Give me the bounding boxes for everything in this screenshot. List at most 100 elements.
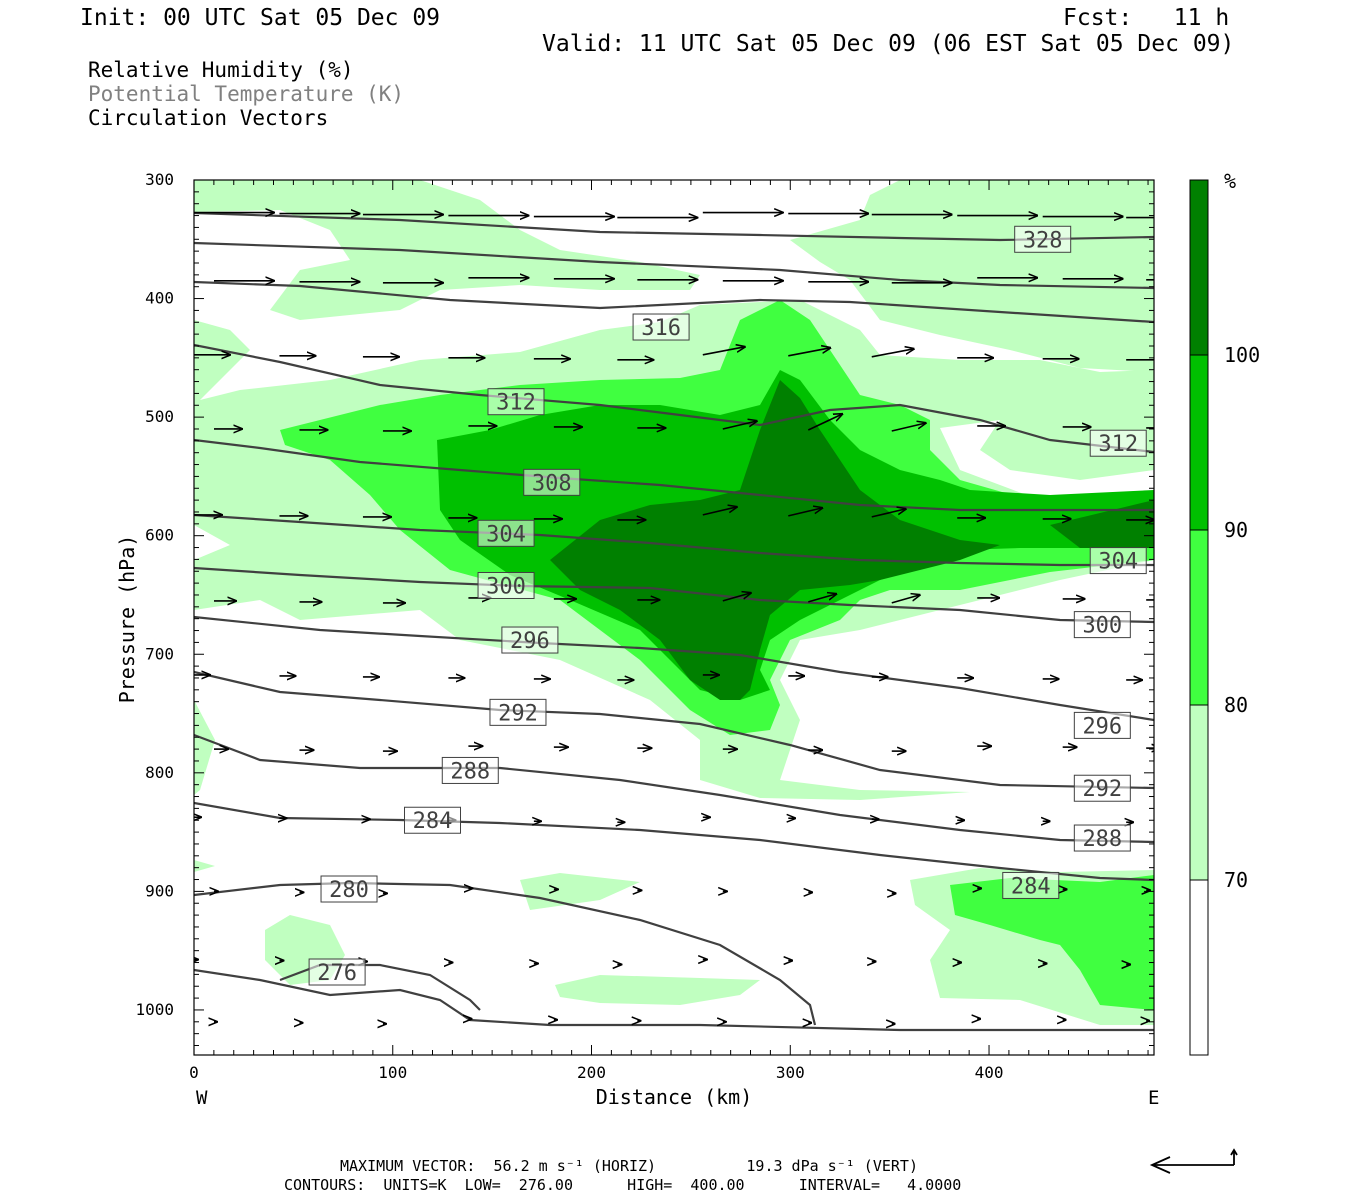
svg-text:284: 284 bbox=[1011, 874, 1051, 899]
contour-label: 296 bbox=[501, 626, 559, 654]
contour-label: 284 bbox=[1002, 871, 1060, 899]
x-tick-label: 0 bbox=[189, 1063, 199, 1082]
contour-320 bbox=[194, 280, 1154, 324]
colorbar-level-label: 80 bbox=[1224, 693, 1248, 717]
y-tick-label: 600 bbox=[145, 526, 174, 545]
svg-text:292: 292 bbox=[1082, 777, 1122, 802]
contour-324a bbox=[194, 241, 1154, 290]
circulation-vector bbox=[871, 349, 914, 358]
contour-300 bbox=[194, 615, 1154, 722]
contour-label: 312 bbox=[1089, 429, 1147, 457]
contour-label: 316 bbox=[632, 313, 690, 341]
colorbar-level-label: 70 bbox=[1224, 868, 1248, 892]
svg-text:328: 328 bbox=[1023, 228, 1063, 253]
svg-text:288: 288 bbox=[450, 759, 490, 784]
svg-text:312: 312 bbox=[1098, 432, 1138, 457]
svg-text:276: 276 bbox=[317, 961, 357, 986]
rh100-region-main bbox=[550, 380, 1000, 700]
circulation-vector bbox=[722, 593, 751, 602]
colorbar-level-label: 100 bbox=[1224, 343, 1260, 367]
plot-frame bbox=[193, 179, 1155, 1056]
x-tick-label: 400 bbox=[975, 1063, 1004, 1082]
init-time: Init: 00 UTC Sat 05 Dec 09 bbox=[80, 5, 441, 31]
rh70-region-upper-left bbox=[194, 180, 700, 320]
x-axis-title: Distance (km) bbox=[596, 1085, 753, 1109]
contour-label: 304 bbox=[477, 519, 535, 547]
circulation-vector bbox=[891, 595, 920, 604]
svg-text:316: 316 bbox=[641, 316, 681, 341]
rh70-region-left-small bbox=[194, 860, 215, 872]
contour-296 bbox=[194, 670, 1154, 790]
contour-label: 288 bbox=[441, 756, 499, 784]
y-tick-label: 400 bbox=[145, 289, 174, 308]
svg-text:296: 296 bbox=[510, 629, 550, 654]
colorbar-level-label: 90 bbox=[1224, 518, 1248, 542]
contour-label: 300 bbox=[1073, 611, 1131, 639]
contour-316 bbox=[194, 343, 1154, 454]
contour-280 bbox=[194, 968, 1154, 1032]
x-tick-label: 100 bbox=[378, 1063, 407, 1082]
svg-text:296: 296 bbox=[1082, 714, 1122, 739]
x-end-label-east: E bbox=[1148, 1087, 1159, 1109]
contour-label: 304 bbox=[1089, 547, 1147, 575]
potential-temperature-contours bbox=[194, 211, 1154, 1032]
svg-text:288: 288 bbox=[1082, 827, 1122, 852]
circulation-vector bbox=[702, 507, 737, 516]
contour-label: 284 bbox=[404, 806, 462, 834]
svg-text:292: 292 bbox=[498, 701, 538, 726]
x-end-label-west: W bbox=[196, 1087, 208, 1109]
y-tick-label: 800 bbox=[145, 763, 174, 782]
contour-label: 292 bbox=[1073, 774, 1131, 802]
svg-text:308: 308 bbox=[532, 471, 572, 496]
rh70-region-bottom-center2 bbox=[555, 975, 760, 1005]
rh70-region-bottom-center bbox=[520, 873, 640, 910]
contour-label: 276 bbox=[308, 958, 366, 986]
y-tick-label: 1000 bbox=[135, 1000, 174, 1019]
contour-label: 328 bbox=[1014, 225, 1072, 253]
rh100-region-right bbox=[1050, 500, 1154, 548]
rh80-region-bottom-right2 bbox=[1110, 890, 1154, 990]
y-tick-label: 700 bbox=[145, 644, 174, 663]
svg-text:304: 304 bbox=[1098, 550, 1138, 575]
y-tick-label: 300 bbox=[145, 170, 174, 189]
svg-text:300: 300 bbox=[1082, 614, 1122, 639]
contour-312 bbox=[194, 438, 1154, 512]
contour-label: 288 bbox=[1073, 824, 1131, 852]
y-tick-label: 500 bbox=[145, 407, 174, 426]
contour-328 bbox=[194, 211, 1154, 242]
legend-potential-temperature: Potential Temperature (K) bbox=[88, 82, 405, 106]
y-axis-title: Pressure (hPa) bbox=[115, 535, 139, 704]
contour-284 bbox=[194, 881, 817, 1026]
contour-308 bbox=[194, 513, 1154, 567]
circulation-vector bbox=[891, 423, 926, 432]
x-tick-label: 200 bbox=[577, 1063, 606, 1082]
circulation-vector bbox=[807, 414, 842, 431]
svg-text:300: 300 bbox=[486, 574, 526, 599]
reference-vector bbox=[1149, 1148, 1238, 1174]
circulation-vector bbox=[722, 421, 757, 430]
contour-label: 300 bbox=[477, 571, 535, 599]
contour-292 bbox=[194, 733, 1154, 844]
contour-label: 292 bbox=[489, 698, 547, 726]
x-tick-label: 300 bbox=[776, 1063, 805, 1082]
svg-text:284: 284 bbox=[413, 809, 453, 834]
circulation-vector bbox=[702, 347, 745, 356]
contour-304 bbox=[194, 566, 1154, 624]
contour-info-note: CONTOURS: UNITS=K LOW= 276.00 HIGH= 400.… bbox=[284, 1176, 962, 1194]
legend-circulation-vectors: Circulation Vectors bbox=[88, 106, 329, 130]
forecast-hour: Fcst: 11 h bbox=[1063, 5, 1230, 31]
colorbar bbox=[1189, 179, 1209, 1056]
legend-relative-humidity: Relative Humidity (%) bbox=[88, 58, 354, 82]
contour-label: 296 bbox=[1073, 711, 1131, 739]
rh70-region-top bbox=[194, 180, 1154, 372]
max-vector-note: MAXIMUM VECTOR: 56.2 m s⁻¹ (HORIZ) 19.3 … bbox=[340, 1157, 918, 1175]
svg-text:280: 280 bbox=[329, 878, 369, 903]
rh80-region-bottom-right bbox=[950, 875, 1154, 1010]
circulation-vector bbox=[808, 594, 836, 603]
valid-time: Valid: 11 UTC Sat 05 Dec 09 (06 EST Sat … bbox=[542, 31, 1235, 57]
circulation-vector bbox=[871, 509, 906, 518]
svg-text:304: 304 bbox=[486, 522, 526, 547]
y-tick-label: 900 bbox=[145, 881, 174, 900]
circulation-vector bbox=[788, 348, 830, 357]
circulation-vector bbox=[788, 508, 822, 517]
